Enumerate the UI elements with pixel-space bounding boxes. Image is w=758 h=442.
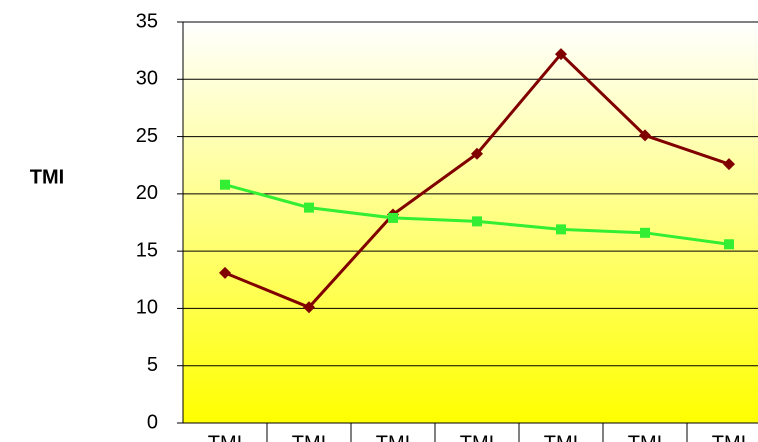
marker (471, 147, 483, 160)
marker (303, 301, 315, 314)
x-tick-label: TMI (712, 432, 746, 442)
marker (723, 158, 735, 171)
x-tick-label: TMI (376, 432, 410, 442)
marker (472, 216, 482, 227)
marker (219, 266, 231, 279)
x-tick-label: TMI (460, 432, 494, 442)
y-axis-label: TMI (30, 166, 64, 188)
x-tick-label: TMI (208, 432, 242, 442)
marker (640, 227, 650, 238)
y-tick-label: 25 (136, 125, 158, 147)
y-tick-label: 5 (147, 354, 158, 376)
marker (220, 179, 230, 190)
marker (304, 202, 314, 213)
y-tick-label: 30 (136, 68, 158, 90)
marker (639, 129, 651, 142)
y-tick-label: 15 (136, 239, 158, 261)
marker (388, 212, 398, 223)
marker (555, 48, 567, 61)
x-tick-label: TMI (544, 432, 578, 442)
y-tick-label: 20 (136, 182, 158, 204)
marker (556, 224, 566, 235)
y-tick-label: 10 (136, 297, 158, 319)
y-tick-label: 35 (136, 10, 158, 32)
marker (724, 239, 734, 250)
x-tick-label: TMI (292, 432, 326, 442)
y-tick-label: 0 (147, 411, 158, 433)
x-tick-label: TMI (628, 432, 662, 442)
